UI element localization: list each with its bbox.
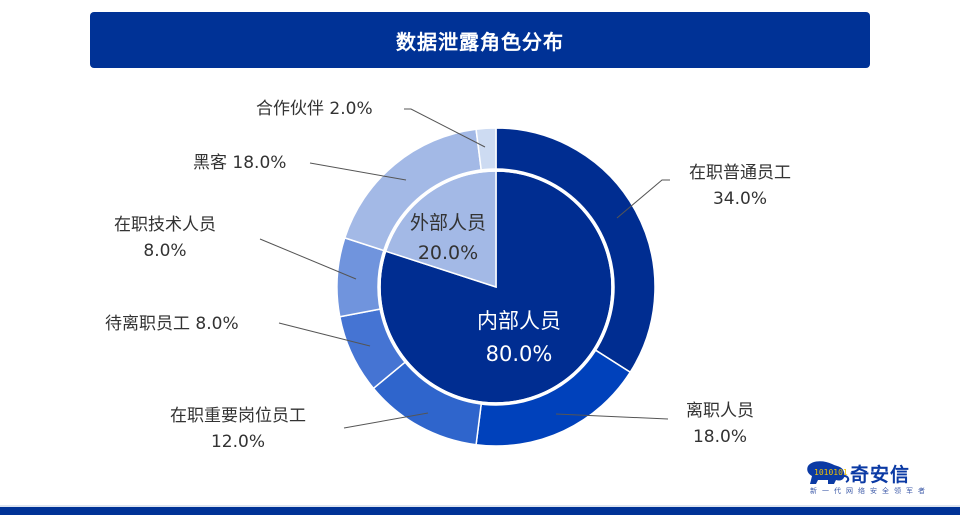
label-value: 2.0% <box>329 99 373 119</box>
outer-label-regular-staff: 在职普通员工 34.0% <box>665 160 815 212</box>
label-name: 离职人员 <box>686 401 754 421</box>
outer-label-partner: 合作伙伴 2.0% <box>256 96 373 122</box>
page-title: 数据泄露角色分布 <box>396 29 564 54</box>
outer-label-pending-departure: 待离职员工 8.0% <box>105 311 239 337</box>
brand-slogan: 新一代网络安全领军者 <box>810 487 930 495</box>
leader-line-3 <box>278 322 371 347</box>
label-name: 黑客 <box>193 153 227 173</box>
label-name: 在职重要岗位员工 <box>170 406 306 426</box>
label-value: 20.0% <box>417 242 479 264</box>
leader-line-2 <box>343 412 429 429</box>
label-value: 18.0% <box>692 427 747 447</box>
title-bar: 数据泄露角色分布 <box>90 12 870 68</box>
brand-logo: 1010101 奇安信 新一代网络安全领军者 <box>806 458 936 500</box>
inner-ring-separator <box>377 168 615 406</box>
outer-ring <box>336 127 656 447</box>
label-value: 12.0% <box>210 432 265 452</box>
outer-label-key-position: 在职重要岗位员工 12.0% <box>138 403 338 455</box>
leader-line-1 <box>555 413 669 420</box>
outer-label-departed: 离职人员 18.0% <box>655 398 785 450</box>
leader-line-4 <box>259 238 357 280</box>
label-name: 内部人员 <box>477 309 561 333</box>
footer-divider <box>0 505 960 507</box>
tiger-icon: 1010101 <box>807 461 850 484</box>
svg-text:1010101: 1010101 <box>814 468 848 477</box>
label-value: 8.0% <box>195 314 239 334</box>
label-value: 80.0% <box>485 342 553 366</box>
label-name: 外部人员 <box>409 212 486 234</box>
leader-line-5 <box>309 162 407 181</box>
label-value: 8.0% <box>143 241 187 261</box>
label-name: 在职普通员工 <box>689 163 791 183</box>
inner-label-external: 外部人员 20.0% <box>398 208 498 268</box>
label-value: 18.0% <box>232 153 287 173</box>
label-name: 待离职员工 <box>105 314 190 334</box>
outer-label-tech-staff: 在职技术人员 8.0% <box>90 212 240 264</box>
leader-line-6 <box>404 108 486 148</box>
brand-name: 奇安信 <box>850 464 911 486</box>
inner-label-internal: 内部人员 80.0% <box>459 305 579 371</box>
label-name: 在职技术人员 <box>114 215 216 235</box>
leader-line-0 <box>616 179 670 219</box>
outer-label-hacker: 黑客 18.0% <box>193 150 286 176</box>
outer-slice-4 <box>336 236 386 318</box>
footer-bar <box>0 507 960 515</box>
leader-lines <box>259 108 670 429</box>
label-value: 34.0% <box>712 189 767 209</box>
label-name: 合作伙伴 <box>256 99 324 119</box>
